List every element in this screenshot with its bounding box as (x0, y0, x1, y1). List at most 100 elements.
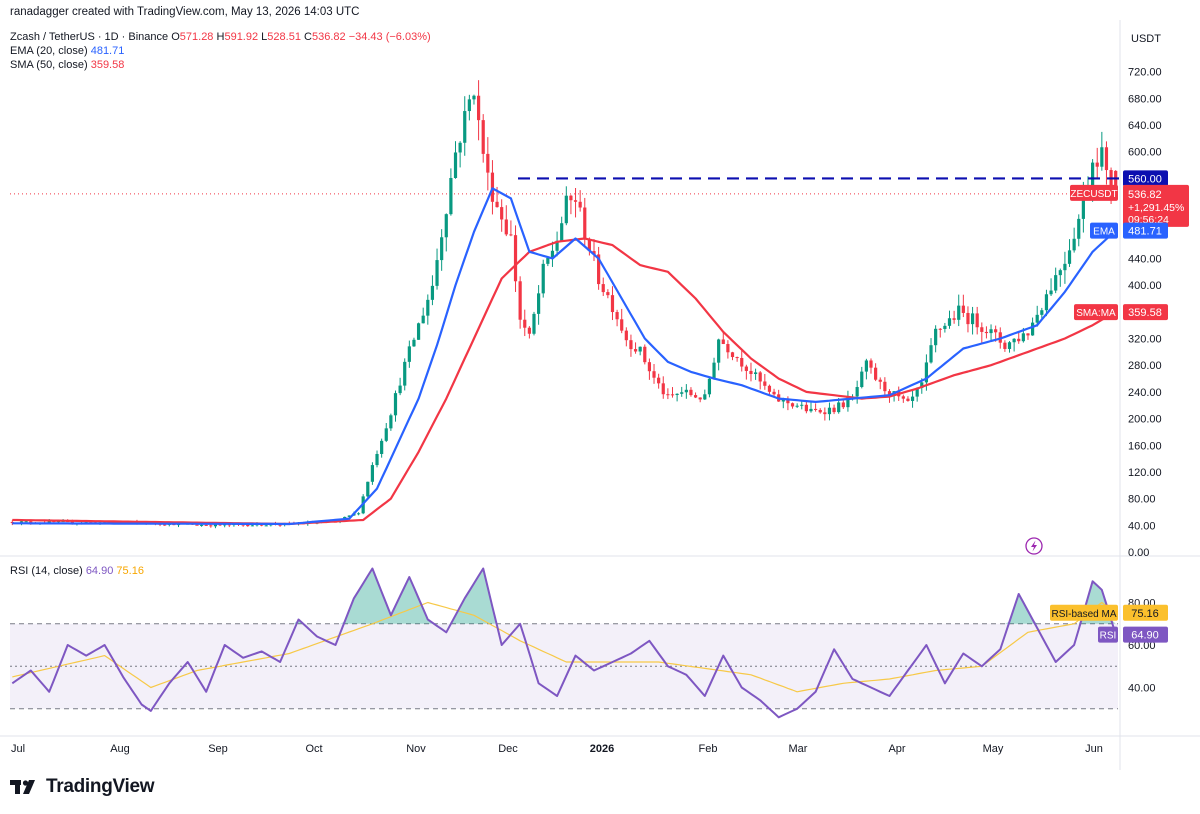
candle-body (901, 396, 905, 399)
rsi-ma-tag-bg (1123, 604, 1168, 621)
rsi-tick-label: 60.00 (1128, 640, 1156, 652)
candle-body (578, 201, 582, 208)
candle-body (29, 521, 33, 523)
rsi-legend-value: 64.90 (85, 565, 114, 577)
candle-body (809, 408, 813, 412)
candle-body (463, 111, 467, 143)
candle-body (624, 330, 628, 341)
candle-body (924, 362, 929, 383)
x-tick-label: Feb (699, 743, 718, 755)
y-tick-label: 240.00 (1128, 387, 1162, 399)
ema-tag-name-bg (1090, 222, 1118, 239)
change-value: −34.43 (−6.03%) (348, 31, 431, 43)
candle-body (1058, 270, 1062, 276)
candle-body (564, 195, 568, 224)
price-tag-value: 536.82 (1128, 189, 1162, 201)
candle-body (943, 325, 947, 329)
symbol-title[interactable]: Zcash / TetherUS · 1D · Binance (10, 31, 169, 43)
tradingview-logo-icon (10, 780, 35, 794)
ema-legend[interactable]: EMA (20, close) 481.71 (10, 45, 125, 57)
candle-body (573, 200, 578, 202)
candle-body (449, 178, 453, 215)
candle-body (458, 142, 462, 153)
candle-body (795, 405, 799, 407)
candle-body (476, 95, 481, 121)
candle-body (500, 207, 504, 220)
resistance-tag-bg (1123, 170, 1168, 187)
candle-body (670, 394, 675, 396)
candle-body (721, 339, 725, 345)
candle-body (347, 515, 351, 517)
rsi-tag-name-bg (1098, 626, 1118, 643)
candle-body (546, 257, 550, 264)
candle-body (980, 327, 984, 332)
sma-tag-name: SMA:MA (1076, 308, 1116, 319)
sma-legend[interactable]: SMA (50, close) 359.58 (10, 59, 125, 71)
candle-body (763, 381, 767, 386)
tradingview-logo[interactable]: TradingView (10, 776, 155, 798)
candle-body (481, 120, 485, 154)
candle-body (606, 292, 610, 296)
candle-body (1035, 314, 1039, 323)
candle-body (601, 284, 605, 293)
candle-body (994, 329, 998, 333)
y-tick-label: 200.00 (1128, 414, 1162, 426)
symbol-tag-bg (1070, 184, 1118, 201)
creator-credit: ranadagger created with TradingView.com,… (10, 6, 360, 18)
candle-body (569, 195, 573, 201)
tradingview-wordmark: TradingView (46, 776, 155, 797)
y-tick-label: 640.00 (1128, 120, 1162, 132)
rsi-band (10, 623, 1118, 709)
ema-line (12, 187, 1117, 526)
candle-body (513, 235, 518, 282)
x-tick-label: Nov (406, 743, 426, 755)
candle-body (864, 360, 868, 372)
y-tick-label: 160.00 (1128, 440, 1162, 452)
candle-body (717, 339, 721, 363)
candle-body (380, 440, 384, 454)
ema-legend-value: 481.71 (90, 45, 125, 57)
rsi-line (11, 567, 1117, 719)
candle-body (698, 397, 702, 400)
rsi-ma-legend-value: 75.16 (116, 565, 144, 577)
candle-body (712, 362, 716, 379)
sma-tag: 359.58 (1128, 307, 1162, 319)
candle-body (1067, 250, 1072, 264)
candle-body (869, 360, 873, 368)
candle-body (1026, 333, 1030, 336)
candle-body (938, 328, 942, 330)
candle-body (199, 524, 204, 526)
candle-body (163, 524, 167, 526)
low-value: 528.51 (267, 31, 301, 43)
candle-body (832, 407, 836, 413)
sma-tag-name-bg (1074, 304, 1118, 321)
candle-body (375, 453, 379, 466)
candle-body (703, 394, 707, 400)
candle-body (1007, 342, 1012, 349)
candle-body (767, 385, 772, 392)
candle-body (1021, 333, 1025, 342)
candle-body (975, 313, 979, 328)
x-tick-label: Sep (208, 743, 228, 755)
candle-body (947, 318, 952, 326)
candle-body (1054, 275, 1058, 291)
candle-body (744, 366, 748, 371)
candle-body (610, 295, 615, 313)
candle-body (740, 357, 744, 367)
rsi-ma-line (12, 601, 1117, 693)
candle-body (800, 404, 804, 406)
candle-body (550, 250, 555, 258)
candle-body (467, 99, 471, 112)
candle-body (560, 223, 564, 241)
candle-body (444, 214, 448, 238)
candle-body (661, 383, 665, 395)
rsi-ma-tag: 75.16 (1131, 608, 1159, 620)
candle-body (772, 391, 776, 395)
candle-body (883, 381, 887, 392)
candle-body (735, 357, 739, 359)
rsi-tick-label: 40.00 (1128, 683, 1156, 695)
candle-body (957, 305, 961, 320)
rsi-legend[interactable]: RSI (14, close) 64.90 75.16 (10, 565, 144, 577)
candle-body (693, 395, 698, 398)
candle-body (440, 237, 444, 261)
